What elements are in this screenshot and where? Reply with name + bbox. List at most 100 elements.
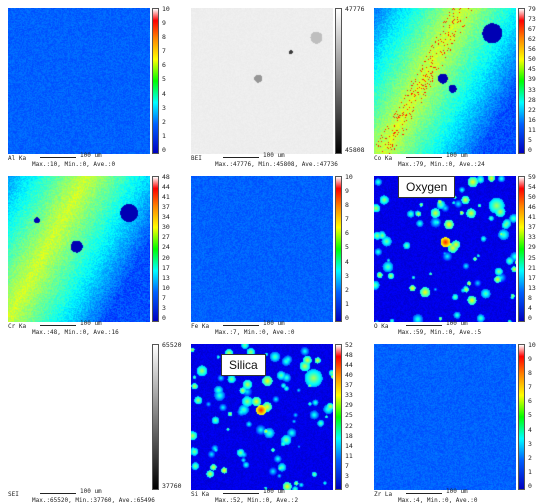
colorbar-tick: 1 bbox=[345, 299, 349, 308]
colorbar-tick: 7 bbox=[162, 293, 166, 302]
colorbar-tick: 4 bbox=[528, 303, 532, 312]
colorbar-ticks: 59 54 50 46 41 37 33 29 25 21 17 13 8 4 0 bbox=[528, 174, 548, 322]
colorbar-tick: 7 bbox=[528, 383, 532, 392]
colorbar-tick: 0 bbox=[528, 313, 532, 322]
colorbar-tick: 13 bbox=[162, 273, 170, 282]
colorbar-tick: 10 bbox=[528, 341, 536, 349]
map-panel: 47776 45808 BEI 100 um Max.:47776, Min.:4580… bbox=[183, 0, 366, 168]
colorbar-tick: 25 bbox=[528, 253, 536, 262]
silica-label: Silica bbox=[221, 354, 266, 376]
colorbar-tick: 13 bbox=[528, 283, 536, 292]
element-label: Zr La bbox=[374, 491, 393, 498]
colorbar-ticks: 48 44 41 37 34 30 27 24 20 17 13 10 7 3 0 bbox=[162, 174, 182, 322]
colorbar-tick: 62 bbox=[528, 35, 536, 44]
element-label: Al Ka bbox=[8, 155, 27, 162]
scale-label: 100 um bbox=[446, 320, 468, 327]
colorbar-tick: 8 bbox=[162, 33, 166, 42]
colorbar-ticks: 10 9 8 7 6 5 4 3 2 1 0 bbox=[345, 174, 365, 322]
scale-bar bbox=[40, 151, 76, 158]
colorbar-tick: 0 bbox=[345, 481, 349, 490]
scale-bar bbox=[40, 319, 76, 326]
colorbar bbox=[518, 176, 525, 322]
colorbar-tick: 16 bbox=[528, 115, 536, 124]
scale-label: 100 um bbox=[263, 488, 285, 495]
colorbar-tick: 22 bbox=[345, 421, 353, 430]
map-panel: 59 54 50 46 41 37 33 29 25 21 17 13 8 4 0 O Ka 100 um Max… bbox=[366, 168, 549, 336]
colorbar-tick: 11 bbox=[528, 125, 536, 134]
scale-label: 100 um bbox=[80, 488, 102, 495]
colorbar bbox=[152, 176, 159, 322]
map-panel: 52 48 44 40 37 33 29 25 22 18 14 11 7 3 0 Si Ka 100 um Ma… bbox=[183, 336, 366, 504]
scale-label: 100 um bbox=[446, 488, 468, 495]
element-map-image bbox=[191, 8, 333, 154]
scale-label: 100 um bbox=[263, 320, 285, 327]
colorbar-tick: 54 bbox=[528, 183, 536, 192]
colorbar-tick: 5 bbox=[162, 75, 166, 84]
colorbar-tick: 29 bbox=[528, 243, 536, 252]
colorbar-tick: 8 bbox=[528, 293, 532, 302]
colorbar-tick: 0 bbox=[528, 481, 532, 490]
colorbar-ticks: 10 9 8 7 6 5 4 3 2 1 0 bbox=[528, 342, 548, 490]
colorbar-tick: 41 bbox=[162, 193, 170, 202]
colorbar bbox=[152, 8, 159, 154]
colorbar-tick: 8 bbox=[528, 369, 532, 378]
colorbar bbox=[335, 8, 342, 154]
colorbar-tick: 9 bbox=[162, 19, 166, 28]
colorbar-tick: 65520 bbox=[162, 341, 182, 349]
colorbar-tick: 37 bbox=[162, 203, 170, 212]
scale-bar bbox=[223, 487, 259, 494]
element-label: Si Ka bbox=[191, 491, 210, 498]
colorbar-tick: 1 bbox=[162, 131, 166, 140]
colorbar-tick: 18 bbox=[345, 431, 353, 440]
map-panel: 48 44 41 37 34 30 27 24 20 17 13 10 7 3 0 Cr Ka 100 um Ma… bbox=[0, 168, 183, 336]
colorbar-tick: 44 bbox=[345, 361, 353, 370]
map-panel: 10 9 8 7 6 5 4 3 2 1 0 Al Ka 100 um Max.:10, Min.:0, … bbox=[0, 0, 183, 168]
colorbar-tick: 7 bbox=[345, 461, 349, 470]
colorbar-tick: 17 bbox=[162, 263, 170, 272]
colorbar-ticks: 79 73 67 62 56 50 45 39 33 28 22 16 11 5 0 bbox=[528, 6, 548, 154]
scale-bar bbox=[406, 151, 442, 158]
colorbar-tick: 21 bbox=[528, 263, 536, 272]
scale-label: 100 um bbox=[446, 152, 468, 159]
scale-bar bbox=[40, 487, 76, 494]
map-stats: Max.:48, Min.:0, Ave.:16 bbox=[32, 329, 119, 336]
colorbar-tick: 3 bbox=[162, 303, 166, 312]
element-map-image bbox=[8, 176, 150, 322]
colorbar bbox=[518, 8, 525, 154]
colorbar-tick: 3 bbox=[345, 271, 349, 280]
colorbar-tick: 0 bbox=[528, 145, 532, 154]
colorbar-ticks: 52 48 44 40 37 33 29 25 22 18 14 11 7 3 0 bbox=[345, 342, 365, 490]
colorbar-tick: 41 bbox=[528, 213, 536, 222]
colorbar-tick: 52 bbox=[345, 341, 353, 349]
colorbar-tick: 37 bbox=[345, 381, 353, 390]
colorbar-tick: 9 bbox=[345, 187, 349, 196]
colorbar-tick: 14 bbox=[345, 441, 353, 450]
colorbar-tick: 0 bbox=[345, 313, 349, 322]
element-label: Fe Ka bbox=[191, 323, 210, 330]
colorbar-tick: 2 bbox=[528, 453, 532, 462]
colorbar-tick: 6 bbox=[162, 61, 166, 70]
colorbar-tick: 7 bbox=[345, 215, 349, 224]
element-map-image bbox=[374, 8, 516, 154]
colorbar-tick: 47776 bbox=[345, 5, 365, 13]
colorbar-tick: 25 bbox=[345, 411, 353, 420]
map-panel: 10 9 8 7 6 5 4 3 2 1 0 Fe Ka 100 um Max.:7, Min.:0, A… bbox=[183, 168, 366, 336]
scale-label: 100 um bbox=[80, 152, 102, 159]
element-label: SEI bbox=[8, 491, 19, 498]
colorbar bbox=[335, 344, 342, 490]
colorbar-tick: 8 bbox=[345, 201, 349, 210]
element-label: Co Ka bbox=[374, 155, 393, 162]
scale-label: 100 um bbox=[263, 152, 285, 159]
colorbar-tick: 48 bbox=[162, 173, 170, 181]
colorbar-tick: 73 bbox=[528, 15, 536, 24]
scale-bar bbox=[406, 487, 442, 494]
colorbar-tick: 9 bbox=[528, 355, 532, 364]
colorbar-tick: 50 bbox=[528, 193, 536, 202]
colorbar-tick: 56 bbox=[528, 45, 536, 54]
map-stats: Max.:10, Min.:0, Ave.:0 bbox=[32, 161, 116, 168]
colorbar-tick: 4 bbox=[345, 257, 349, 266]
colorbar-tick: 6 bbox=[528, 397, 532, 406]
colorbar-ticks: 10 9 8 7 6 5 4 3 2 1 0 bbox=[162, 6, 182, 154]
colorbar-tick: 50 bbox=[528, 55, 536, 64]
element-map-image bbox=[374, 344, 516, 490]
